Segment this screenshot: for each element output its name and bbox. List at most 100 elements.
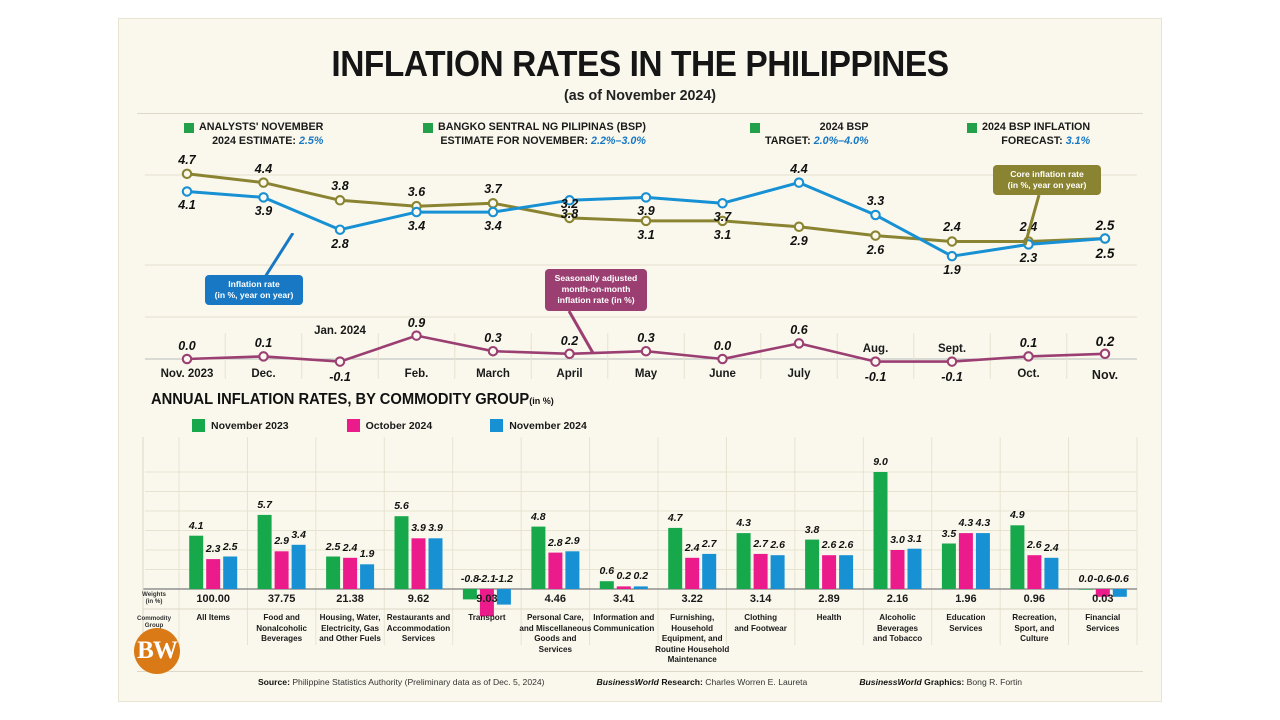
top-legend-line1: 2024 BSP [819, 121, 869, 133]
x-axis-label: Feb. [404, 368, 429, 380]
bar-value-label: -0.6 [1093, 573, 1112, 585]
category-label: Restaurants and Accommodation Services [377, 613, 459, 645]
top-legend-line2: TARGET: 2.0%–4.0% [765, 135, 869, 148]
data-point [870, 230, 881, 241]
bar-value-label: 2.7 [753, 537, 768, 550]
data-point [717, 197, 728, 209]
bar-value-label: 0.0 [1078, 573, 1094, 585]
category-label-line: Restaurants and [386, 613, 451, 622]
weight-label: 2.89 [818, 593, 840, 605]
bar-value-label: 0.2 [616, 570, 632, 583]
top-legend-value: 3.1% [1066, 135, 1091, 148]
data-label: 3.1 [637, 227, 655, 242]
top-legend-line1: ANALYSTS' NOVEMBER [198, 121, 324, 133]
bar-value-label: 2.5 [325, 540, 341, 553]
axis-label-weights: Weights (in %) [142, 591, 166, 606]
data-label: -0.1 [941, 369, 963, 384]
category-label: Food and Nonalcoholic Beverages [240, 613, 322, 645]
top-legend-text: 2024 BSP TARGET: 2.0%–4.0% [765, 120, 869, 149]
data-label: 0.2 [560, 333, 579, 348]
bar [496, 589, 511, 605]
category-label-line: Alcoholic [879, 613, 916, 622]
category-label: Financial Services [1062, 613, 1144, 634]
bar [1010, 525, 1025, 589]
category-label-line: Equipment, and [661, 634, 723, 644]
category-label-line: Food and [263, 613, 300, 622]
data-point [793, 221, 805, 233]
category-label-line: and Footwear [734, 623, 787, 633]
weight-label: 3.22 [681, 593, 703, 605]
category-label-line: Services [538, 644, 572, 654]
data-label: 3.9 [637, 204, 655, 219]
top-legend-text: ANALYSTS' NOVEMBER 2024 ESTIMATE: 2.5% [199, 120, 323, 149]
x-axis-label: April [556, 368, 583, 380]
bar [839, 555, 854, 589]
bar [479, 589, 494, 617]
bar-value-label: -0.8 [460, 573, 479, 585]
bar-value-label: 3.9 [428, 522, 443, 535]
data-point [258, 192, 269, 203]
data-label: 3.4 [407, 219, 426, 234]
data-label: 3.8 [331, 179, 349, 194]
top-legend-item-1: BANGKO SENTRAL NG PILIPINAS (BSP) ESTIMAT… [422, 120, 657, 149]
bar [1078, 589, 1093, 590]
bar [702, 553, 717, 589]
weight-label: 3.14 [749, 593, 772, 605]
bar-value-label: 3.4 [291, 528, 306, 541]
bar-value-label: 4.1 [188, 519, 204, 532]
top-legend-item-3: 2024 BSP INFLATION FORECAST: 3.1% [967, 120, 1096, 149]
x-axis-label: Dec. [251, 368, 276, 380]
data-label: 3.3 [866, 194, 885, 208]
bar [599, 581, 614, 589]
bar [753, 553, 768, 589]
bar-value-label: 3.5 [941, 527, 957, 540]
data-label: 0.0 [178, 339, 196, 353]
category-label: Clothing and Footwear [719, 613, 801, 634]
legend-swatch-icon [750, 123, 761, 133]
category-label: All Items [172, 613, 254, 624]
callout-inflation-rate: Inflation rate (in %, year on year) [205, 275, 303, 306]
bar-value-label: 2.6 [1027, 539, 1042, 552]
bar-value-label: 2.9 [274, 535, 289, 548]
bar-chart-section: ANNUAL INFLATION RATES, BY COMMODITY GRO… [137, 391, 1145, 664]
bar-value-label: 0.2 [633, 570, 649, 583]
bar-value-label: 3.1 [907, 532, 922, 545]
bar [394, 516, 409, 589]
data-point [640, 192, 652, 203]
top-legend: ANALYSTS' NOVEMBER 2024 ESTIMATE: 2.5% BAN… [137, 113, 1143, 153]
data-label: -0.1 [864, 369, 887, 384]
footer-source-text: Philippine Statistics Authority (Prelimi… [292, 677, 545, 687]
data-point [564, 348, 575, 360]
data-label: 2.5 [1095, 245, 1115, 261]
data-point [870, 356, 881, 367]
weight-label: 21.38 [336, 593, 364, 605]
bar-legend-item-2: November 2024 [490, 419, 587, 432]
data-label: 2.4 [943, 220, 961, 235]
data-point [793, 338, 805, 349]
data-label: 0.9 [407, 315, 426, 330]
data-label: 0.1 [254, 336, 273, 351]
bar-value-label: 2.3 [205, 543, 221, 556]
data-label: 3.6 [407, 185, 426, 200]
category-label-line: and Miscellaneous [519, 623, 592, 633]
data-label: 3.4 [484, 219, 502, 234]
data-point [181, 353, 193, 365]
category-label-line: All Items [196, 613, 231, 622]
weight-label: 9.03 [476, 593, 498, 605]
data-label: 0.3 [637, 331, 655, 346]
bar-legend-label: November 2024 [509, 419, 587, 432]
category-label-line: and Other Fuels [319, 634, 381, 644]
bar-value-label: 2.7 [701, 537, 717, 550]
bar-value-label: 4.3 [975, 517, 991, 530]
data-label: 3.9 [254, 204, 273, 219]
businessworld-logo: BW [134, 628, 180, 674]
bar [907, 548, 922, 589]
bar-value-label: -1.2 [494, 573, 513, 585]
bar-value-label: 0.6 [599, 565, 615, 578]
footer-source: Source: Philippine Statistics Authority … [258, 677, 545, 687]
footer-research-text: Charles Worren E. Laureta [705, 677, 808, 687]
bar-value-label: 4.3 [958, 517, 974, 530]
data-point [793, 177, 805, 188]
legend-swatch-icon [422, 123, 433, 133]
category-label-line: Financial [1085, 613, 1121, 622]
